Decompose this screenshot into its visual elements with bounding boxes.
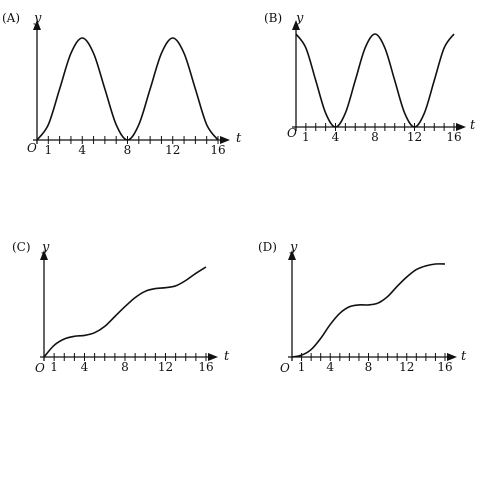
x-tick-label: 16 — [198, 360, 213, 374]
y-axis-label: y — [41, 240, 50, 255]
chart-panel-d: (D) y t O 1 4 8 12 16 — [258, 240, 467, 375]
x-tick-label: 8 — [121, 360, 129, 374]
x-tick-label: 4 — [81, 360, 89, 374]
x-axis-arrow — [220, 136, 230, 144]
chart-panel-a: (A) y t O 1 4 8 12 16 — [2, 11, 242, 157]
x-tick-label: 12 — [158, 360, 173, 374]
x-tick-label: 1 — [298, 360, 306, 374]
y-axis-arrow — [292, 20, 300, 30]
x-tick-label: 1 — [302, 130, 310, 144]
x-tick-label: 4 — [332, 130, 340, 144]
x-tick-label: 8 — [371, 130, 379, 144]
y-axis-label: y — [33, 11, 42, 26]
x-tick-label: 1 — [50, 360, 58, 374]
series-line — [295, 33, 455, 128]
series-line — [291, 263, 446, 358]
origin-label: O — [280, 361, 290, 375]
x-tick-label: 16 — [446, 130, 461, 144]
y-axis-arrow — [40, 250, 48, 260]
x-tick-label: 1 — [44, 143, 52, 157]
y-axis-arrow — [288, 250, 296, 260]
origin-label: O — [27, 141, 37, 155]
x-axis-arrow — [447, 353, 457, 361]
x-axis-label: t — [236, 131, 242, 146]
panel-label: (B) — [264, 11, 282, 25]
x-tick-label: 12 — [399, 360, 414, 374]
x-tick-label: 4 — [326, 360, 334, 374]
x-tick-label: 8 — [124, 143, 132, 157]
y-axis-label: y — [289, 240, 298, 255]
series-line — [36, 37, 219, 141]
origin-label: O — [287, 126, 297, 140]
x-tick-label: 12 — [165, 143, 180, 157]
panel-label: (A) — [2, 11, 20, 25]
y-axis-label: y — [295, 11, 304, 26]
x-tick-label: 16 — [210, 143, 225, 157]
x-tick-label: 16 — [437, 360, 452, 374]
x-axis-label: t — [224, 349, 230, 364]
y-axis-arrow — [33, 20, 41, 30]
x-axis-label: t — [470, 118, 476, 133]
panel-label: (D) — [258, 240, 277, 254]
chart-panel-b: (B) y t O 1 4 8 12 16 — [264, 11, 476, 144]
x-axis-arrow — [456, 123, 466, 131]
origin-label: O — [35, 361, 45, 375]
chart-panel-c: (C) y t O 1 4 8 12 16 — [12, 240, 230, 375]
x-axis-label: t — [461, 349, 467, 364]
x-tick-label: 8 — [365, 360, 373, 374]
panel-label: (C) — [12, 240, 31, 254]
x-tick-label: 4 — [78, 143, 86, 157]
x-tick-label: 12 — [407, 130, 422, 144]
x-axis-arrow — [208, 353, 218, 361]
series-line — [43, 266, 207, 358]
